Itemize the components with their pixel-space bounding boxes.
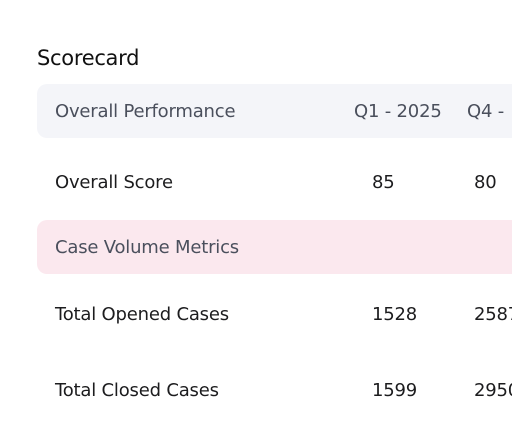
cell-opened-q1: 1528 — [372, 303, 418, 325]
column-header-q4: Q4 - — [467, 100, 505, 122]
table-row: Total Opened Cases 1528 2587 — [37, 287, 512, 341]
section-label: Case Volume Metrics — [55, 236, 239, 258]
cell-closed-q4: 2950 — [474, 379, 512, 401]
page-title: Scorecard — [37, 46, 140, 70]
section-header-case-volume: Case Volume Metrics — [37, 220, 512, 274]
cell-overall-score-q4: 80 — [474, 171, 497, 193]
table-header-row: Overall Performance Q1 - 2025 Q4 - — [37, 84, 512, 138]
cell-closed-q1: 1599 — [372, 379, 418, 401]
header-label: Overall Performance — [55, 100, 236, 122]
row-label-total-closed-cases: Total Closed Cases — [55, 379, 219, 401]
cell-overall-score-q1: 85 — [372, 171, 395, 193]
table-row: Total Closed Cases 1599 2950 — [37, 363, 512, 417]
row-label-total-opened-cases: Total Opened Cases — [55, 303, 229, 325]
table-row: Overall Score 85 80 — [37, 155, 512, 209]
cell-opened-q4: 2587 — [474, 303, 512, 325]
column-header-q1-2025: Q1 - 2025 — [354, 100, 442, 122]
row-label-overall-score: Overall Score — [55, 171, 173, 193]
